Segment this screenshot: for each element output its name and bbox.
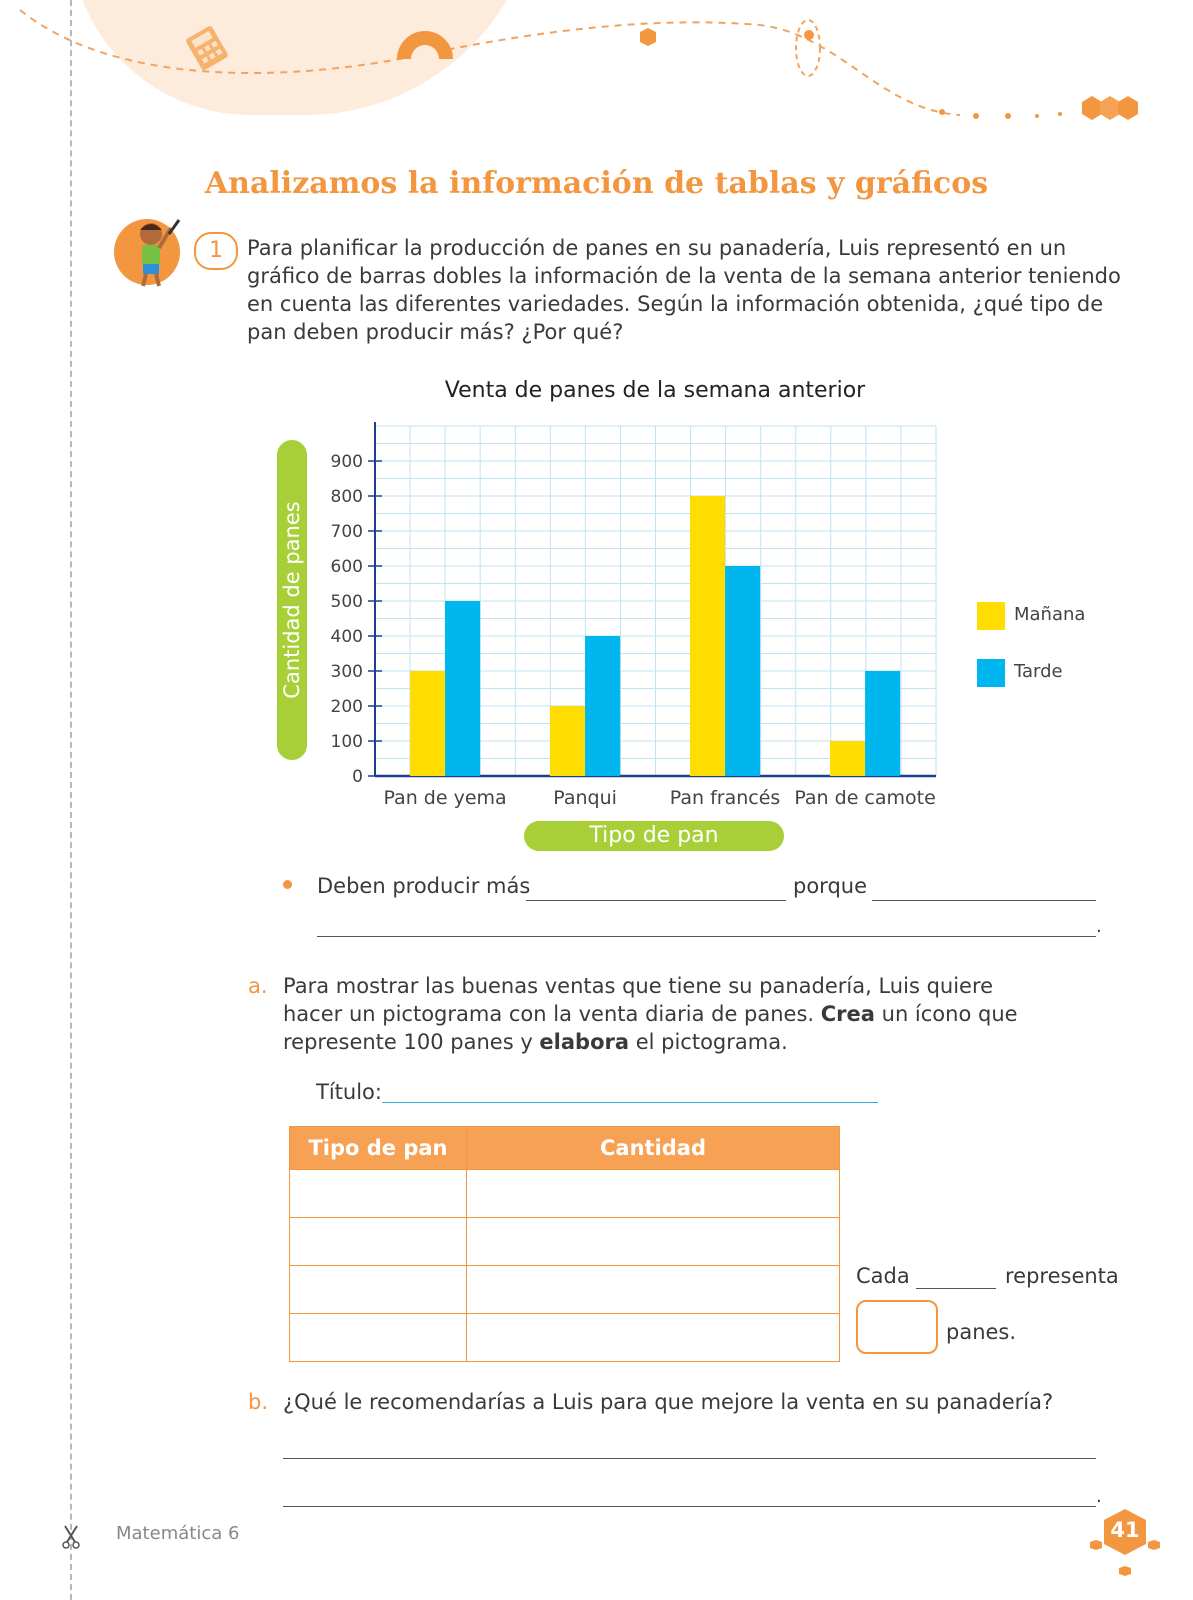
- answer-blank-reason[interactable]: [872, 900, 1096, 901]
- boy-character-icon: [114, 219, 181, 287]
- x-tick-label: Pan de yema: [383, 787, 506, 809]
- table-header-tipo: Tipo de pan: [289, 1126, 467, 1170]
- legend-swatch-manana: [977, 602, 1005, 630]
- y-tick-label: 400: [331, 627, 363, 647]
- calculator-icon: [186, 26, 228, 71]
- page-number-hexagon-icon: [1104, 1509, 1146, 1555]
- table-cell[interactable]: [466, 1169, 840, 1218]
- answer-blank-reason-cont[interactable]: [317, 936, 1096, 937]
- pictogram-table: Tipo de pan Cantidad: [289, 1126, 840, 1362]
- answer-end-mark: .: [1096, 916, 1102, 937]
- y-tick-label: 800: [331, 487, 363, 507]
- icon-value-box[interactable]: [856, 1300, 938, 1354]
- table-cell[interactable]: [466, 1313, 840, 1362]
- problem-text: Para planificar la producción de panes e…: [247, 236, 1121, 344]
- chart-title: Venta de panes de la semana anterior: [444, 378, 866, 403]
- page-number: 41: [1110, 1518, 1140, 1542]
- legend-swatch-tarde: [977, 659, 1005, 687]
- part-b-letter: b.: [248, 1390, 269, 1414]
- y-tick-label: 0: [352, 767, 363, 787]
- dots-decoration: [939, 109, 1062, 119]
- cada-label: Cada: [856, 1264, 910, 1288]
- panes-label: panes.: [946, 1320, 1017, 1344]
- y-tick-label: 600: [331, 557, 363, 577]
- x-tick-label: Pan francés: [670, 787, 781, 809]
- page-number-cubes-icon: [1090, 1540, 1160, 1576]
- representa-label: representa: [1005, 1264, 1119, 1288]
- part-b-question: ¿Qué le recomendarías a Luis para que me…: [283, 1390, 1054, 1414]
- table-cell[interactable]: [289, 1217, 467, 1266]
- answer-blank-bread[interactable]: [526, 900, 786, 901]
- y-tick-label: 200: [331, 697, 363, 717]
- titulo-label: Título:: [316, 1080, 382, 1104]
- bar-manana-1: [550, 706, 586, 776]
- table-cell[interactable]: [466, 1217, 840, 1266]
- table-header-cantidad: Cantidad: [466, 1126, 840, 1170]
- table-cell[interactable]: [289, 1265, 467, 1314]
- answer-prefix: Deben producir más: [317, 874, 531, 898]
- cada-blank[interactable]: [916, 1288, 996, 1289]
- part-b-end-mark: .: [1096, 1486, 1102, 1507]
- bar-chart: 0 100 200 300 400 500 600 700 800 900 Pan de yema P…: [331, 422, 937, 809]
- problem-number: 1: [194, 232, 238, 270]
- bar-tarde-0: [445, 601, 481, 776]
- answer-middle: porque: [793, 874, 868, 898]
- x-tick-label: Panqui: [553, 787, 617, 809]
- page-title: Analizamos la información de tablas y gr…: [204, 166, 989, 201]
- table-row: [289, 1169, 840, 1218]
- cubes-icon: [1082, 96, 1138, 120]
- part-b-answer-line-2[interactable]: [283, 1506, 1096, 1507]
- y-tick-label: 700: [331, 522, 363, 542]
- table-row: [289, 1313, 840, 1362]
- x-axis-label: Tipo de pan: [524, 821, 784, 851]
- y-tick-label: 500: [331, 592, 363, 612]
- target-icon: [795, 19, 821, 77]
- part-b-answer-line-1[interactable]: [283, 1458, 1096, 1459]
- bar-tarde-3: [865, 671, 901, 776]
- part-a-letter: a.: [248, 974, 268, 998]
- bar-tarde-2: [725, 566, 761, 776]
- table-cell[interactable]: [289, 1313, 467, 1362]
- bar-manana-3: [830, 741, 866, 776]
- y-axis-label-pill: [277, 440, 307, 760]
- protractor-icon: [397, 31, 453, 59]
- bar-manana-2: [690, 496, 726, 776]
- bullet: [283, 880, 292, 889]
- cut-line: [70, 0, 72, 1600]
- table-cell[interactable]: [466, 1265, 840, 1314]
- legend-label-manana: Mañana: [1014, 604, 1086, 625]
- y-tick-label: 900: [331, 452, 363, 472]
- y-tick-label: 100: [331, 732, 363, 752]
- y-tick-label: 300: [331, 662, 363, 682]
- bar-tarde-1: [585, 636, 621, 776]
- titulo-input[interactable]: [382, 1102, 878, 1103]
- table-row: [289, 1217, 840, 1266]
- table-cell[interactable]: [289, 1169, 467, 1218]
- table-row: [289, 1265, 840, 1314]
- part-a-text: Para mostrar las buenas ventas que tiene…: [283, 974, 1018, 1054]
- header-ornaments: [19, 9, 1138, 120]
- book-name: Matemática 6: [116, 1523, 240, 1544]
- scissors-icon: [62, 1525, 80, 1549]
- cube-icon: [640, 28, 656, 46]
- bar-manana-0: [410, 671, 446, 776]
- legend-label-tarde: Tarde: [1014, 661, 1063, 682]
- x-tick-label: Pan de camote: [794, 787, 935, 809]
